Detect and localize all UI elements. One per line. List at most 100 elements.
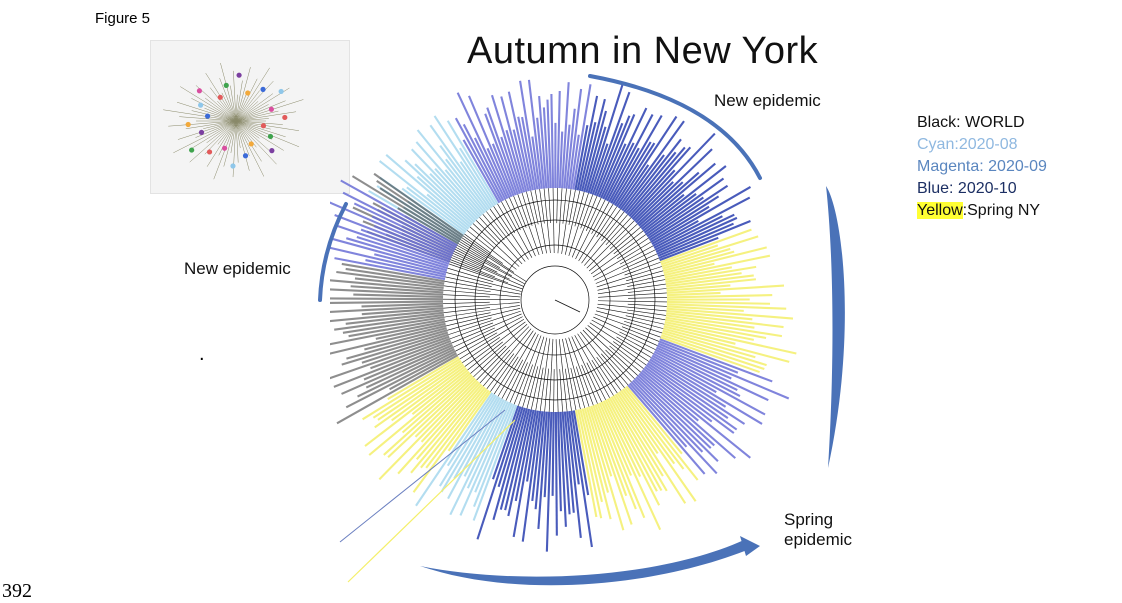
branch xyxy=(443,295,490,297)
inset-node xyxy=(207,149,212,154)
legend-sep: : xyxy=(979,158,988,175)
legend-key-highlight: Yellow xyxy=(917,202,963,219)
tip-label-bar xyxy=(556,412,557,536)
legend-value: WORLD xyxy=(965,114,1025,131)
branch xyxy=(565,191,580,255)
tip-label-bar xyxy=(551,94,553,188)
branch xyxy=(582,365,598,404)
branch xyxy=(627,310,666,315)
label-new-epidemic-top: New epidemic xyxy=(714,91,821,111)
branch xyxy=(457,245,511,275)
inset-node xyxy=(197,88,202,93)
branch xyxy=(557,188,558,223)
legend-value: Spring NY xyxy=(967,202,1040,219)
figure-label: Figure 5 xyxy=(95,10,150,27)
inset-branches xyxy=(163,63,303,179)
branch xyxy=(510,362,528,402)
arc-spring-epidemic-right xyxy=(826,186,845,468)
legend-value: 2020-09 xyxy=(988,158,1047,175)
branch xyxy=(558,188,562,253)
branch xyxy=(523,337,544,407)
inset-node xyxy=(268,134,273,139)
inset-radial-tree-thumbnail xyxy=(150,40,350,194)
branch xyxy=(446,273,521,292)
inset-node xyxy=(186,122,191,127)
inset-node xyxy=(260,87,265,92)
branch xyxy=(549,188,551,223)
legend-item: Blue: 2020-10 xyxy=(917,178,1047,200)
stray-mark: . xyxy=(199,343,205,366)
inset-node xyxy=(269,148,274,153)
branch xyxy=(592,320,654,354)
branch xyxy=(586,198,601,231)
inset-node xyxy=(205,114,210,119)
branch xyxy=(549,339,553,412)
tip-label-bar xyxy=(667,302,770,304)
branch xyxy=(554,369,555,412)
branch xyxy=(236,101,286,121)
inset-node xyxy=(230,163,235,168)
branch xyxy=(553,188,554,253)
branch xyxy=(576,200,606,259)
legend-key: Blue xyxy=(917,180,949,197)
branch xyxy=(601,212,624,241)
branch xyxy=(610,224,637,249)
inset-node xyxy=(249,141,254,146)
branch xyxy=(628,297,667,298)
tip-label-bar xyxy=(330,298,443,299)
branch xyxy=(575,335,610,398)
legend-value: 2020-10 xyxy=(958,180,1017,197)
inset-node xyxy=(224,83,229,88)
label-spring-epidemic: Spring epidemic xyxy=(784,510,852,550)
branch xyxy=(536,368,543,411)
branch xyxy=(559,339,567,411)
branch xyxy=(606,350,635,379)
tip-label-bar xyxy=(330,301,443,303)
branch xyxy=(582,209,621,263)
branch xyxy=(580,332,624,388)
inset-node xyxy=(236,73,241,78)
tip-label-bar xyxy=(553,412,554,496)
legend-key: Cyan xyxy=(917,136,954,153)
branch xyxy=(497,204,514,233)
inset-node xyxy=(279,89,284,94)
branch xyxy=(444,307,490,312)
inset-node xyxy=(218,95,223,100)
branch xyxy=(505,200,520,230)
legend-value: 2020-08 xyxy=(959,136,1018,153)
inset-node xyxy=(261,123,266,128)
legend: Black: WORLD Cyan: 2020-08 Magenta: 2020-… xyxy=(917,112,1047,222)
branch xyxy=(563,189,567,224)
tree-tip-labels xyxy=(330,80,796,552)
branch xyxy=(443,299,520,300)
branch xyxy=(450,323,493,339)
branch xyxy=(207,121,236,167)
label-new-epidemic-left: New epidemic xyxy=(184,259,291,279)
inset-node xyxy=(222,146,227,151)
page-number: 392 xyxy=(2,580,32,603)
legend-key: Magenta xyxy=(917,158,979,175)
branch xyxy=(598,301,667,302)
branch xyxy=(628,288,666,292)
legend-key: Black xyxy=(917,114,956,131)
inset-node xyxy=(245,90,250,95)
branch xyxy=(220,63,236,121)
branch xyxy=(619,332,655,350)
inset-node xyxy=(269,107,274,112)
legend-item: Magenta: 2020-09 xyxy=(917,156,1047,178)
circular-phylogenetic-tree xyxy=(330,62,810,602)
label-spring-line1: Spring xyxy=(784,510,852,530)
branch xyxy=(477,327,529,380)
inset-node xyxy=(198,103,203,108)
branch xyxy=(556,339,558,412)
legend-item: Black: WORLD xyxy=(917,112,1047,134)
legend-sep: : xyxy=(956,114,965,131)
branch xyxy=(483,329,531,386)
legend-item: Yellow:Spring NY xyxy=(917,200,1047,222)
branch xyxy=(598,293,667,297)
branch xyxy=(443,302,490,304)
branch xyxy=(490,331,533,392)
legend-sep: : xyxy=(949,180,958,197)
branch xyxy=(531,191,538,225)
label-spring-line2: epidemic xyxy=(784,530,852,550)
